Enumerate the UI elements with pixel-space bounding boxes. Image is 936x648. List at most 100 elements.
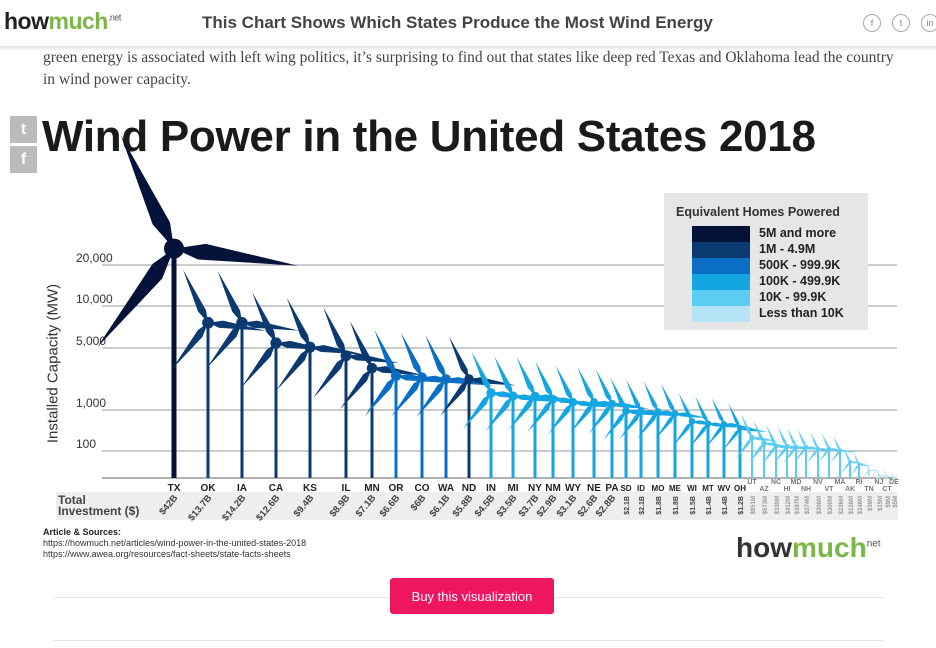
investment-label: $236M <box>839 496 845 514</box>
buy-visualization-button[interactable]: Buy this visualization <box>390 578 554 614</box>
turbine-blade <box>661 384 675 414</box>
turbine-blade <box>206 322 242 369</box>
turbine-hub <box>826 446 832 451</box>
turbine-tn <box>861 459 881 480</box>
legend-item: Less than 10K <box>692 306 862 322</box>
investment-label: $300M <box>828 496 834 514</box>
investment-label: $1.4B <box>722 496 729 515</box>
legend-label: 5M and more <box>759 226 837 240</box>
state-label: WI <box>687 484 697 493</box>
turbine-blade <box>821 433 829 449</box>
turbine-blade <box>120 135 174 249</box>
turbine-blade <box>740 414 752 438</box>
facebook-icon[interactable]: f <box>863 14 881 32</box>
turbine-mo <box>637 381 692 478</box>
turbine-blade <box>735 437 752 459</box>
turbine-mi <box>485 355 558 478</box>
chart-title: Wind Power in the United States 2018 <box>42 112 816 161</box>
state-label: KS <box>303 483 317 494</box>
legend-swatch <box>692 274 750 290</box>
turbine-ia <box>206 270 299 478</box>
turbine-hub <box>164 238 184 259</box>
y-tick-label: 5,000 <box>76 334 106 348</box>
turbine-blade <box>494 355 513 397</box>
linkedin-icon[interactable]: in <box>921 14 936 32</box>
facebook-share-icon[interactable]: f <box>10 146 37 173</box>
twitter-share-icon[interactable]: t <box>10 116 37 143</box>
state-label: OK <box>201 483 217 494</box>
turbine-blade <box>612 402 650 409</box>
investment-label: $5.8B <box>451 493 476 520</box>
investment-label: $8.9B <box>328 493 353 520</box>
y-tick-label: 20,000 <box>76 251 113 265</box>
turbine-blade <box>535 361 553 400</box>
turbine-blade <box>425 335 446 379</box>
investment-label: $851M <box>751 496 757 514</box>
turbine-ks <box>276 297 365 478</box>
turbine-ma <box>830 435 856 478</box>
turbine-blade <box>765 424 776 446</box>
investment-label: $1.2B <box>738 496 745 515</box>
investment-label: $330M <box>775 496 781 514</box>
turbine-hub <box>737 425 743 432</box>
turbine-hub <box>548 394 558 404</box>
turbine-blade <box>863 459 869 470</box>
turbine-il <box>313 307 400 478</box>
investment-label: $6B <box>409 493 429 514</box>
turbine-wa <box>416 335 494 478</box>
y-tick-label: 10,000 <box>76 292 113 306</box>
legend-swatch <box>692 290 750 306</box>
investment-band <box>56 492 898 520</box>
state-label: MN <box>364 483 380 494</box>
state-label: RI <box>856 479 863 486</box>
footer-logo: howmuchnet <box>736 532 881 563</box>
state-label: CA <box>269 483 283 494</box>
turbine-hub <box>366 362 378 374</box>
turbine-blade <box>637 411 658 439</box>
legend-title: Equivalent Homes Powered <box>676 205 840 219</box>
turbine-blade <box>890 470 894 478</box>
state-label: MT <box>702 484 714 493</box>
turbine-hub <box>608 399 616 408</box>
legend-swatch <box>692 226 750 242</box>
turbine-blade <box>625 379 641 412</box>
legend-item: 1M - 4.9M <box>692 242 862 258</box>
site-logo[interactable]: howmuch.net <box>4 8 121 34</box>
investment-label: $1.8B <box>656 496 663 515</box>
state-label: OH <box>734 484 746 493</box>
turbine-blade <box>783 446 796 464</box>
investment-label: $15M <box>878 496 884 511</box>
investment-label: $9M <box>886 496 892 508</box>
turbine-hub <box>720 421 728 428</box>
source-link[interactable]: https://www.awea.org/resources/fact-shee… <box>43 549 291 559</box>
turbine-hub <box>236 317 248 329</box>
turbine-blade <box>853 452 859 465</box>
turbine-hub <box>857 462 861 467</box>
turbine-hub <box>671 410 679 418</box>
twitter-icon[interactable]: t <box>892 14 910 32</box>
turbine-blade <box>374 329 396 376</box>
source-link[interactable]: https://howmuch.net/articles/wind-power-… <box>43 538 307 548</box>
turbine-blade <box>569 402 594 434</box>
turbine-blade <box>183 269 208 323</box>
investment-label: $573M <box>763 496 769 514</box>
turbine-nh <box>793 429 826 478</box>
turbine-hub <box>390 370 402 382</box>
turbine-md <box>783 427 817 478</box>
turbine-blade <box>252 292 276 343</box>
turbine-blade <box>818 448 829 463</box>
turbine-de <box>889 470 902 484</box>
investment-label: $42B <box>157 493 180 518</box>
legend-label: 100K - 499.9K <box>759 274 841 288</box>
turbine-blade <box>748 443 764 463</box>
state-label: IL <box>342 483 351 494</box>
turbine-blade <box>678 392 692 422</box>
legend-label: 10K - 99.9K <box>759 290 827 304</box>
turbine-co <box>391 332 472 478</box>
investment-label: $12.6B <box>254 493 282 524</box>
legend-label: Less than 10K <box>759 306 844 320</box>
turbine-hub <box>654 408 662 416</box>
turbine-nv <box>806 432 837 478</box>
turbine-blade <box>850 461 865 464</box>
